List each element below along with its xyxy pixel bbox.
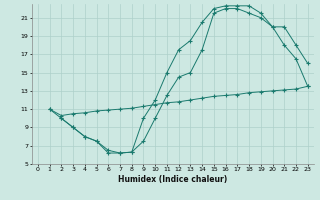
X-axis label: Humidex (Indice chaleur): Humidex (Indice chaleur) <box>118 175 228 184</box>
